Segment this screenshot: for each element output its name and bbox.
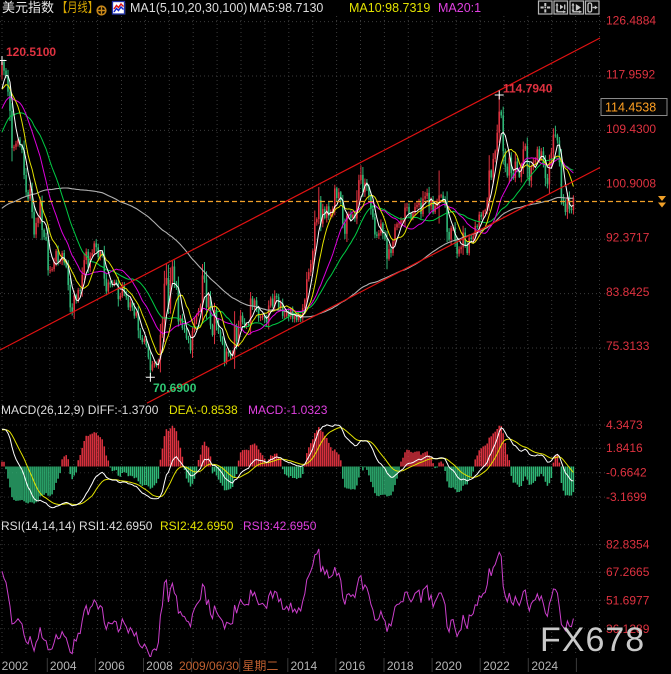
svg-text:【月线】: 【月线】 [57, 0, 98, 15]
svg-text:75.3133: 75.3133 [606, 339, 650, 353]
svg-text:MA20:1: MA20:1 [438, 1, 481, 15]
svg-text:2014: 2014 [290, 659, 317, 673]
svg-text:100.9008: 100.9008 [606, 176, 656, 190]
svg-text:2018: 2018 [387, 659, 414, 673]
svg-text:FX678: FX678 [540, 621, 645, 659]
svg-text:RSI2:42.6950: RSI2:42.6950 [160, 519, 234, 533]
svg-text:2024: 2024 [531, 659, 558, 673]
svg-text:2020: 2020 [435, 659, 462, 673]
svg-text:114.4538: 114.4538 [605, 101, 656, 115]
svg-text:2016: 2016 [339, 659, 366, 673]
svg-text:2006: 2006 [98, 659, 125, 673]
svg-text:MA10:98.7319: MA10:98.7319 [349, 1, 430, 15]
svg-text:-0.6642: -0.6642 [606, 466, 647, 480]
svg-text:RSI3:42.6950: RSI3:42.6950 [243, 519, 317, 533]
svg-text:2002: 2002 [2, 659, 29, 673]
svg-text:2009/06/30 星期二: 2009/06/30 星期二 [179, 659, 278, 673]
svg-text:-3.1699: -3.1699 [606, 490, 647, 504]
svg-text:2022: 2022 [483, 659, 510, 673]
svg-text:MACD(26,12,9) DIFF:-1.3700: MACD(26,12,9) DIFF:-1.3700 [1, 403, 159, 417]
svg-text:114.7940: 114.7940 [503, 82, 553, 96]
svg-text:MA5:98.7130: MA5:98.7130 [249, 1, 323, 15]
svg-text:67.2665: 67.2665 [606, 565, 650, 579]
svg-text:83.8425: 83.8425 [606, 285, 650, 299]
svg-text:92.3717: 92.3717 [606, 231, 650, 245]
svg-text:2004: 2004 [50, 659, 77, 673]
svg-text:2008: 2008 [146, 659, 173, 673]
svg-text:82.8354: 82.8354 [606, 538, 650, 552]
svg-text:109.4300: 109.4300 [606, 122, 656, 136]
svg-text:DEA:-0.8538: DEA:-0.8538 [169, 403, 238, 417]
svg-text:1.8416: 1.8416 [606, 441, 643, 455]
svg-text:36.1289: 36.1289 [606, 622, 650, 636]
svg-text:MACD:-1.0323: MACD:-1.0323 [248, 403, 328, 417]
svg-text:120.5100: 120.5100 [6, 45, 56, 59]
svg-text:126.4884: 126.4884 [606, 14, 656, 28]
svg-text:MA1(5,10,20,30,100): MA1(5,10,20,30,100) [130, 1, 247, 15]
svg-text:4.3473: 4.3473 [606, 418, 643, 432]
svg-text:美元指数: 美元指数 [2, 0, 54, 15]
svg-text:RSI(14,14,14) RSI1:42.6950: RSI(14,14,14) RSI1:42.6950 [1, 519, 153, 533]
svg-text:70.6900: 70.6900 [153, 381, 197, 395]
svg-text:51.6977: 51.6977 [606, 593, 650, 607]
svg-text:117.9592: 117.9592 [606, 68, 655, 82]
